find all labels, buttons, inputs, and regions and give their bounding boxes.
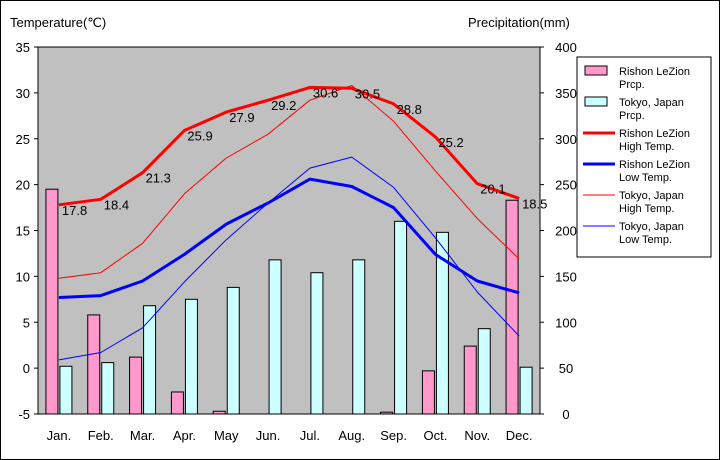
y-left-tick-label: 0 <box>23 361 30 376</box>
data-label-rishon-high: 25.9 <box>187 128 212 143</box>
data-label-rishon-high: 27.9 <box>229 110 254 125</box>
bar-rishon-prcp <box>421 370 435 415</box>
bar-tokyo-prcp <box>143 305 157 415</box>
y-left-tick-label: 35 <box>16 40 30 55</box>
legend-swatch <box>584 65 608 76</box>
x-tick-label: Feb. <box>88 428 114 443</box>
legend-label: Rishon LeZion <box>619 128 690 140</box>
x-tick-label: Jan. <box>47 428 72 443</box>
y-axis-right-label: Precipitation(mm) <box>468 15 570 30</box>
legend-label: High Temp. <box>619 203 674 215</box>
x-tick-label: May <box>214 428 239 443</box>
data-label-rishon-high: 29.2 <box>271 98 296 113</box>
data-label-rishon-high: 20.1 <box>480 182 505 197</box>
line-series-0 <box>58 85 520 207</box>
bar-rishon-prcp <box>129 356 143 415</box>
y-right-tick-label: 50 <box>559 361 573 376</box>
bar-rishon-prcp <box>380 411 394 415</box>
line-layer <box>58 85 520 361</box>
data-label-rishon-high: 17.8 <box>62 203 87 218</box>
bar-tokyo-prcp <box>310 272 324 415</box>
legend-label: Low Temp. <box>619 234 672 246</box>
legend-label: Prcp. <box>619 110 645 122</box>
x-tick-label: Aug. <box>338 428 365 443</box>
legend-label: Tokyo, Japan <box>619 221 684 233</box>
bar-layer <box>45 188 533 415</box>
bar-tokyo-prcp <box>352 259 366 415</box>
x-tick-label: Sep. <box>380 428 407 443</box>
legend-label: Rishon LeZion <box>619 66 690 78</box>
data-label-rishon-high: 18.4 <box>104 197 129 212</box>
plot-area <box>37 46 541 415</box>
x-tick-label: Jul. <box>300 428 320 443</box>
y-left-tick-label: 10 <box>16 269 30 284</box>
y-right-tick-label: 100 <box>555 315 577 330</box>
y-right-tick-label: 200 <box>555 224 577 239</box>
y-left-tick-label: 5 <box>23 315 30 330</box>
bar-rishon-prcp <box>87 314 101 415</box>
y-right-tick-label: 400 <box>555 40 577 55</box>
legend-label: Tokyo, Japan <box>619 97 684 109</box>
y-axis-right-ticks: 400 350 300 250 200 150 100 50 0 <box>540 40 577 422</box>
y-right-tick-label: 150 <box>555 269 577 284</box>
line-series-2 <box>58 85 520 279</box>
x-tick-label: Mar. <box>130 428 155 443</box>
legend-label: Prcp. <box>619 79 645 91</box>
bar-rishon-prcp <box>463 345 477 415</box>
data-label-rishon-high: 18.5 <box>522 196 547 211</box>
x-tick-label: Oct. <box>423 428 447 443</box>
bar-tokyo-prcp <box>519 366 533 415</box>
data-label-rishon-high: 28.8 <box>397 102 422 117</box>
data-label-rishon-high: 30.5 <box>355 86 380 101</box>
data-label-rishon-high: 30.6 <box>313 85 338 100</box>
bar-tokyo-prcp <box>477 328 491 415</box>
y-left-tick-label: 30 <box>16 86 30 101</box>
bar-tokyo-prcp <box>435 231 449 415</box>
legend-label: High Temp. <box>619 141 674 153</box>
y-axis-left-ticks: 35 30 25 20 15 10 5 0 -5 <box>16 40 38 422</box>
bar-tokyo-prcp <box>59 365 73 415</box>
bar-tokyo-prcp <box>184 298 198 415</box>
y-left-tick-label: 25 <box>16 132 30 147</box>
x-tick-label: Nov. <box>464 428 490 443</box>
legend-box <box>576 56 712 258</box>
legend-swatch <box>584 96 608 107</box>
x-tick-label: Dec. <box>506 428 533 443</box>
x-axis-ticks: Jan. Feb. Mar. Apr. May Jun. Jul. Aug. Sep. Oct. N… <box>47 428 533 443</box>
y-right-tick-label: 350 <box>555 86 577 101</box>
data-label-rishon-high: 25.2 <box>438 135 463 150</box>
legend-label: Tokyo, Japan <box>619 190 684 202</box>
bar-tokyo-prcp <box>268 259 282 415</box>
legend-label: Rishon LeZion <box>619 159 690 171</box>
y-left-tick-label: -5 <box>18 407 30 422</box>
bar-rishon-prcp <box>45 188 59 415</box>
data-labels: 17.8 18.4 21.3 25.9 27.9 29.2 30.6 30.5 28.8 25.2… <box>62 85 547 217</box>
y-right-tick-label: 0 <box>562 407 569 422</box>
line-series-3 <box>58 156 520 361</box>
x-tick-label: Apr. <box>173 428 196 443</box>
data-label-rishon-high: 21.3 <box>146 171 171 186</box>
y-left-tick-label: 15 <box>16 224 30 239</box>
x-tick-label: Jun. <box>256 428 281 443</box>
y-right-tick-label: 250 <box>555 178 577 193</box>
y-right-tick-label: 300 <box>555 132 577 147</box>
legend-label: Low Temp. <box>619 172 672 184</box>
y-axis-left-label: Temperature(℃) <box>10 15 106 30</box>
bar-rishon-prcp <box>505 199 519 415</box>
bar-tokyo-prcp <box>394 220 408 415</box>
y-left-tick-label: 20 <box>16 178 30 193</box>
bar-rishon-prcp <box>170 391 184 415</box>
bar-rishon-prcp <box>212 410 226 415</box>
bar-tokyo-prcp <box>101 362 115 415</box>
bar-tokyo-prcp <box>226 286 240 415</box>
line-series-1 <box>58 177 520 299</box>
